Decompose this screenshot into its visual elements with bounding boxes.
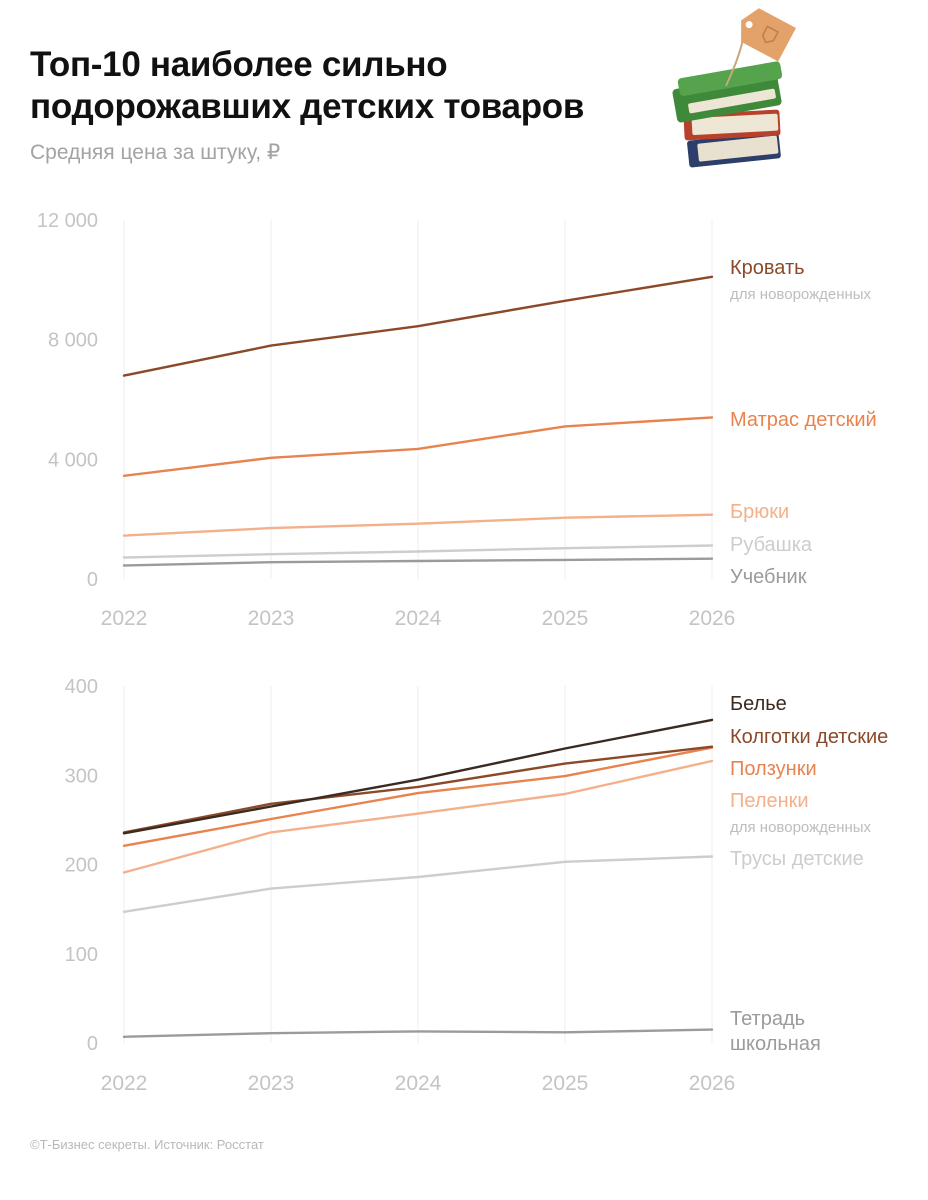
chart-bottom: 0 100 200 300 400 2022 2023 2024 2025 2026 Белье Ко… (65, 676, 889, 1095)
chart2-series-line (122, 759, 714, 874)
chart2-series-line (122, 746, 714, 847)
chart1-ytick-label: 0 (87, 569, 98, 591)
page-title: Топ-10 наиболее сильно подорожавших детс… (30, 44, 670, 128)
chart1-series-line (122, 557, 714, 567)
chart1-xtick-label: 2024 (395, 607, 442, 630)
chart1-ytick-label: 4 000 (48, 449, 98, 471)
source-footer: ©Т-Бизнес секреты. Источник: Росстат (30, 1137, 264, 1152)
chart2-ytick-label: 400 (65, 676, 98, 698)
chart1-ytick-label: 8 000 (48, 330, 98, 352)
chart2-series-line (122, 1028, 714, 1039)
chart2-series-line (122, 745, 714, 834)
chart1-ytick-label: 12 000 (37, 210, 98, 232)
chart1-series-line (122, 544, 714, 559)
chart1-series-line (122, 416, 714, 477)
chart1-xtick-label: 2022 (101, 607, 148, 630)
chart1-xtick-label: 2023 (248, 607, 295, 630)
chart2-ytick-label: 0 (87, 1033, 98, 1055)
subtitle: Средняя цена за штуку, ₽ (30, 141, 281, 164)
books-with-price-tag-icon (672, 8, 796, 168)
chart1-series-label: Учебник (730, 566, 807, 588)
chart2-ytick-label: 300 (65, 765, 98, 787)
chart2-series-sublabel: для новорожденных (730, 819, 872, 836)
chart2-xtick-label: 2024 (395, 1072, 442, 1095)
chart1-series-line (122, 275, 714, 377)
title-line-1: Топ-10 наиболее сильно (30, 45, 448, 84)
chart2-series-label: Трусы детские (730, 848, 864, 870)
chart1-series-label: Брюки (730, 501, 789, 523)
chart1-series-line (122, 513, 714, 537)
chart1-series-label: Матрас детский (730, 409, 877, 431)
chart1-series-sublabel: для новорожденных (730, 286, 872, 303)
chart2-ytick-label: 200 (65, 855, 98, 877)
chart2-xtick-label: 2025 (542, 1072, 589, 1095)
chart1-series-label: Рубашка (730, 534, 813, 556)
chart2-series-line (122, 718, 714, 835)
chart2-series-label: Ползунки (730, 758, 817, 780)
chart2-series-label: Колготки детские (730, 726, 888, 748)
chart2-xtick-label: 2026 (689, 1072, 736, 1095)
chart1-xtick-label: 2025 (542, 607, 589, 630)
chart2-series-label: Белье (730, 693, 787, 715)
chart-top: 0 4 000 8 000 12 000 2022 2023 2024 2025 2026 Кро… (37, 210, 877, 630)
title-line-2: подорожавших детских товаров (30, 87, 585, 126)
chart1-xtick-label: 2026 (689, 607, 736, 630)
chart2-xtick-label: 2023 (248, 1072, 295, 1095)
chart2-xtick-label: 2022 (101, 1072, 148, 1095)
chart2-series-label: школьная (730, 1033, 821, 1055)
chart2-series-line (122, 855, 714, 913)
chart2-series-label: Тетрадь (730, 1008, 805, 1030)
chart2-series-label: Пеленки (730, 790, 809, 812)
chart2-ytick-label: 100 (65, 944, 98, 966)
chart1-series-label: Кровать (730, 257, 805, 279)
